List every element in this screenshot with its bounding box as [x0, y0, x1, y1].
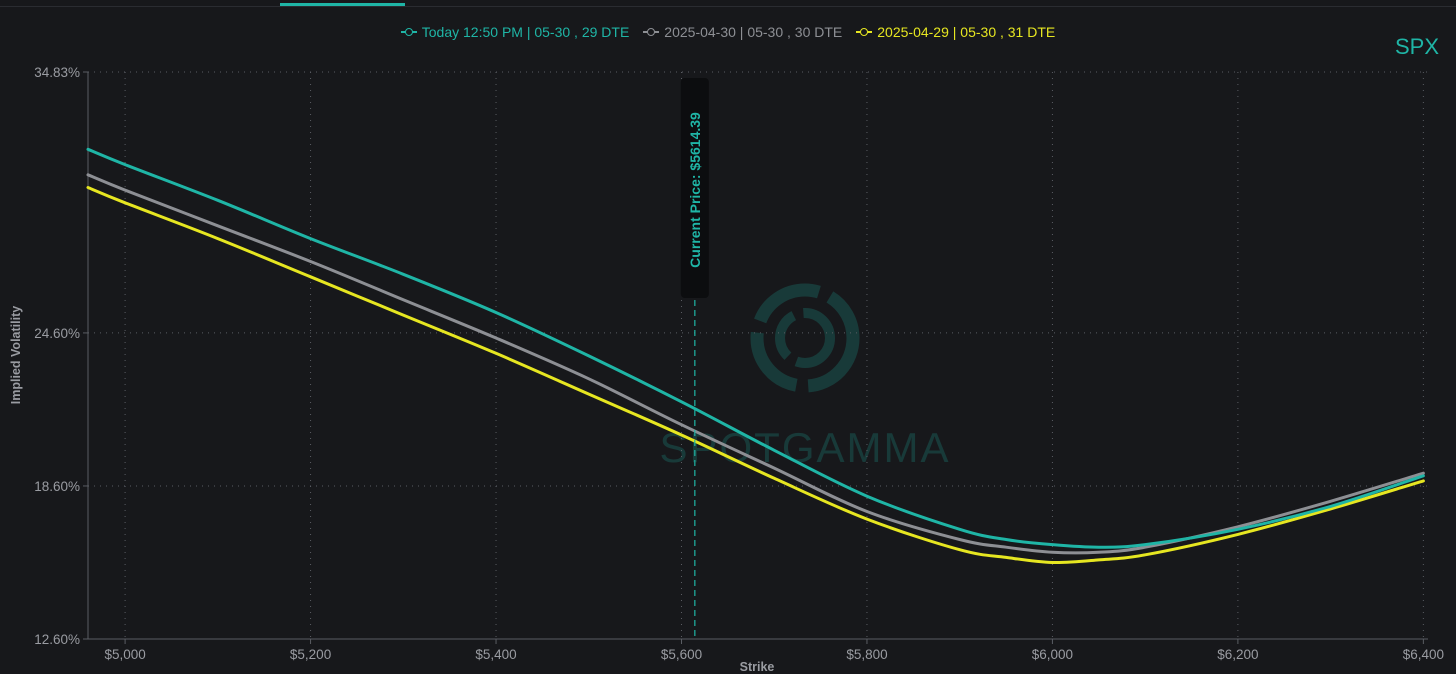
x-tick-label: $6,200	[1217, 647, 1258, 662]
y-tick-label: 12.60%	[34, 632, 80, 647]
y-tick-label: 24.60%	[34, 326, 80, 341]
x-tick-label: $5,600	[661, 647, 702, 662]
legend-label: 2025-04-30 | 05-30 , 30 DTE	[664, 24, 843, 40]
line-marker-icon	[400, 27, 417, 37]
line-marker-icon	[643, 27, 660, 37]
series-line-2	[86, 186, 1425, 565]
x-tick-label: $6,400	[1403, 647, 1444, 662]
chart-legend: Today 12:50 PM | 05-30 , 29 DTE 2025-04-…	[0, 22, 1456, 42]
x-axis-title: Strike	[740, 660, 775, 674]
legend-item-today[interactable]: Today 12:50 PM | 05-30 , 29 DTE	[400, 22, 630, 42]
x-tick-label: $5,000	[104, 647, 145, 662]
x-tick-label: $5,800	[846, 647, 887, 662]
legend-label: Today 12:50 PM | 05-30 , 29 DTE	[421, 24, 630, 40]
x-tick-label: $5,200	[290, 647, 331, 662]
series-line-1	[86, 173, 1425, 555]
y-tick-label: 34.83%	[34, 65, 80, 80]
series-line-0	[86, 147, 1425, 549]
current-price-label-box	[680, 78, 709, 298]
watermark-text: SPOTGAMMA	[659, 424, 950, 471]
line-marker-icon	[856, 27, 873, 37]
active-tab-indicator	[280, 3, 405, 6]
ticker-symbol: SPX	[1394, 34, 1439, 59]
header-divider	[0, 6, 1456, 7]
axes	[87, 72, 1428, 640]
tick-labels: $5,000 $5,200 $5,400 $5,600 $5,800 $6,000 $6,2…	[34, 65, 1444, 662]
legend-item-2025-04-29[interactable]: 2025-04-29 | 05-30 , 31 DTE	[856, 22, 1055, 42]
legend-item-2025-04-30[interactable]: 2025-04-30 | 05-30 , 30 DTE	[643, 22, 842, 42]
current-price-marker: Current Price: $5614.39	[680, 78, 709, 639]
y-tick-label: 18.60%	[34, 479, 80, 494]
x-tick-label: $5,400	[475, 647, 516, 662]
current-price-label: Current Price: $5614.39	[687, 112, 703, 268]
y-axis-title: Implied Volatility	[9, 306, 23, 404]
legend-label: 2025-04-29 | 05-30 , 31 DTE	[877, 24, 1056, 40]
series-lines	[86, 147, 1425, 565]
x-tick-label: $6,000	[1032, 647, 1073, 662]
spotgamma-logo-icon	[750, 283, 860, 393]
